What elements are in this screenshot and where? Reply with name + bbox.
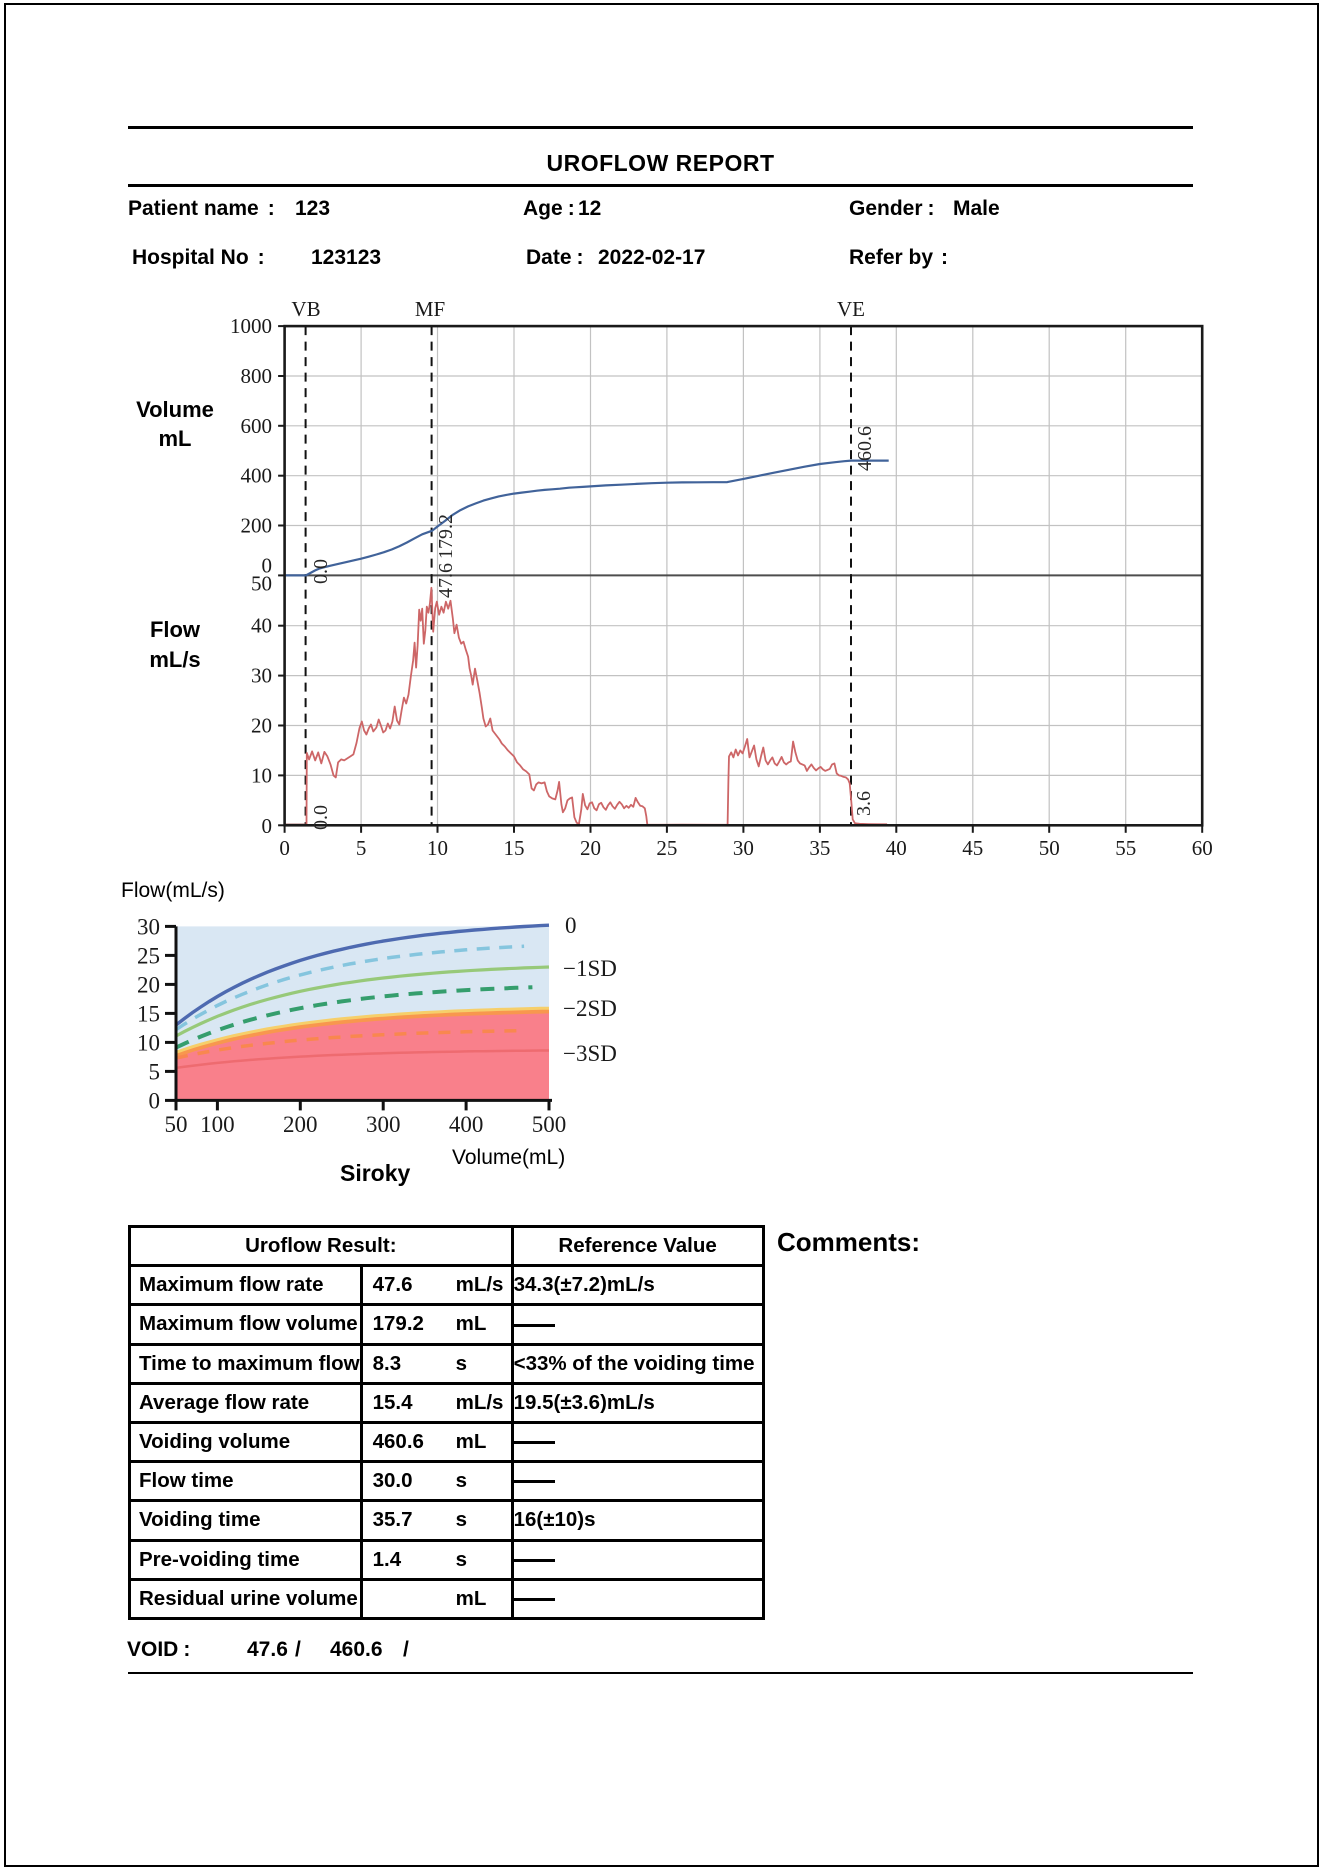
svg-text:5: 5 bbox=[149, 1059, 161, 1084]
svg-text:45: 45 bbox=[962, 836, 983, 860]
svg-text:25: 25 bbox=[656, 836, 677, 860]
svg-text:179.2: 179.2 bbox=[435, 514, 457, 559]
svg-text:460.6: 460.6 bbox=[854, 426, 876, 471]
svg-text:50: 50 bbox=[251, 572, 272, 596]
svg-text:400: 400 bbox=[449, 1112, 484, 1137]
svg-text:50: 50 bbox=[165, 1112, 188, 1137]
svg-text:15: 15 bbox=[504, 836, 525, 860]
svg-text:3.6: 3.6 bbox=[853, 791, 875, 816]
svg-text:30: 30 bbox=[251, 664, 272, 688]
svg-text:500: 500 bbox=[532, 1112, 567, 1137]
svg-text:50: 50 bbox=[1039, 836, 1060, 860]
svg-text:55: 55 bbox=[1115, 836, 1136, 860]
svg-text:−2SD: −2SD bbox=[563, 996, 617, 1021]
svg-text:200: 200 bbox=[283, 1112, 318, 1137]
svg-text:0.0: 0.0 bbox=[310, 805, 332, 830]
svg-text:40: 40 bbox=[251, 614, 272, 638]
svg-text:5: 5 bbox=[356, 836, 367, 860]
svg-text:30: 30 bbox=[733, 836, 754, 860]
svg-text:400: 400 bbox=[241, 464, 273, 488]
svg-text:1000: 1000 bbox=[230, 314, 272, 338]
svg-text:100: 100 bbox=[200, 1112, 235, 1137]
svg-text:0: 0 bbox=[262, 814, 273, 838]
svg-text:300: 300 bbox=[366, 1112, 401, 1137]
svg-text:800: 800 bbox=[241, 364, 273, 388]
svg-text:600: 600 bbox=[241, 414, 273, 438]
svg-text:10: 10 bbox=[137, 1030, 160, 1055]
svg-text:0: 0 bbox=[565, 913, 577, 938]
svg-text:0: 0 bbox=[149, 1088, 161, 1113]
svg-text:47.6: 47.6 bbox=[435, 563, 457, 598]
svg-text:VE: VE bbox=[837, 297, 865, 321]
svg-text:−3SD: −3SD bbox=[563, 1041, 617, 1066]
svg-text:0: 0 bbox=[262, 554, 273, 578]
svg-text:35: 35 bbox=[809, 836, 830, 860]
svg-text:20: 20 bbox=[137, 972, 160, 997]
svg-text:−1SD: −1SD bbox=[563, 956, 617, 981]
svg-text:10: 10 bbox=[251, 763, 272, 787]
svg-text:40: 40 bbox=[886, 836, 907, 860]
svg-text:200: 200 bbox=[241, 514, 273, 538]
svg-text:MF: MF bbox=[415, 297, 445, 321]
svg-text:10: 10 bbox=[427, 836, 448, 860]
svg-text:20: 20 bbox=[580, 836, 601, 860]
svg-text:20: 20 bbox=[251, 714, 272, 738]
svg-text:15: 15 bbox=[137, 1001, 160, 1026]
svg-text:30: 30 bbox=[137, 914, 160, 939]
svg-text:60: 60 bbox=[1192, 836, 1213, 860]
svg-text:0.0: 0.0 bbox=[310, 559, 332, 584]
svg-text:25: 25 bbox=[137, 943, 160, 968]
svg-text:VB: VB bbox=[291, 297, 320, 321]
svg-text:0: 0 bbox=[279, 836, 290, 860]
